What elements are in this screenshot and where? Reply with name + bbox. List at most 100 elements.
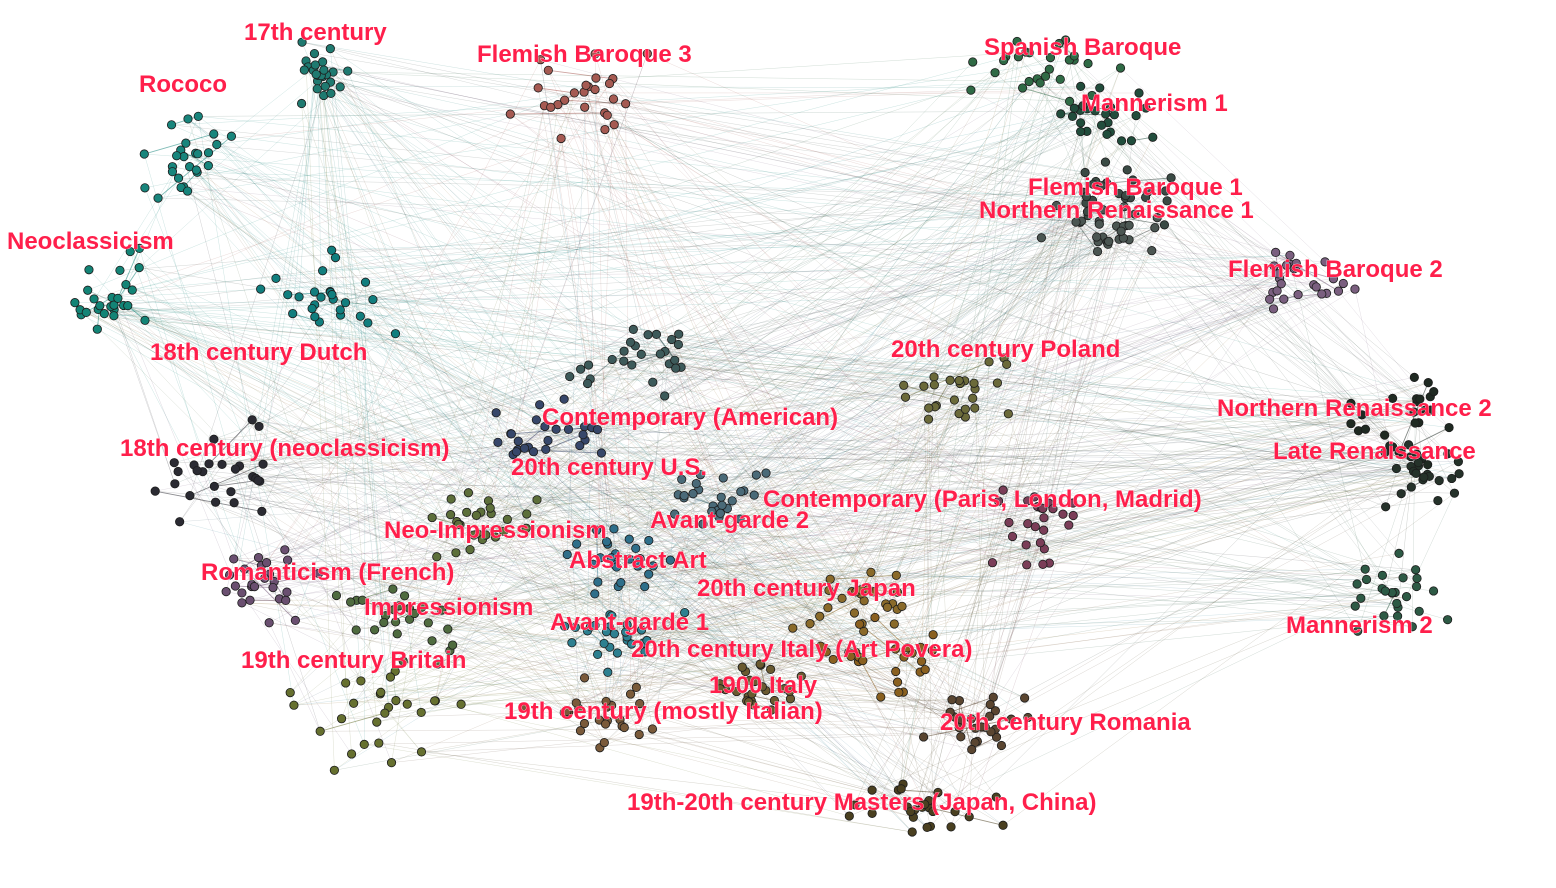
- graph-node: [1391, 463, 1402, 474]
- graph-node: [1104, 236, 1114, 247]
- graph-edge: [749, 225, 1127, 681]
- graph-node: [828, 654, 838, 665]
- graph-node: [592, 525, 602, 535]
- graph-node: [588, 559, 598, 569]
- graph-edge: [123, 305, 569, 713]
- graph-node: [1291, 258, 1301, 268]
- graph-edge: [441, 398, 1420, 611]
- graph-node: [329, 765, 339, 775]
- graph-edge: [568, 231, 1122, 713]
- graph-edge: [528, 446, 1385, 453]
- graph-edge: [1043, 517, 1399, 608]
- graph-edge: [921, 419, 929, 662]
- graph-edge: [139, 93, 332, 268]
- graph-edge: [374, 369, 581, 631]
- graph-edge: [458, 524, 761, 666]
- graph-edge: [431, 190, 1166, 642]
- graph-node: [253, 552, 264, 563]
- graph-node: [1394, 548, 1404, 559]
- graph-edge: [860, 382, 1429, 595]
- graph-edge: [605, 397, 906, 702]
- graph-node: [183, 114, 193, 124]
- graph-node: [1360, 564, 1370, 574]
- graph-node: [294, 292, 304, 302]
- graph-edge: [900, 647, 908, 789]
- graph-edge: [850, 140, 1122, 657]
- graph-node: [379, 617, 389, 628]
- graph-edge: [226, 591, 1002, 746]
- graph-edge: [671, 339, 1412, 488]
- graph-edge: [609, 565, 639, 615]
- graph-node: [173, 466, 183, 477]
- graph-edge: [974, 388, 986, 728]
- graph-edge: [524, 448, 992, 733]
- graph-node: [315, 726, 325, 736]
- cluster-label-17th-century: 17th century: [244, 19, 387, 46]
- graph-edge: [524, 553, 1400, 708]
- graph-node: [670, 355, 680, 365]
- cluster-label-neoclassicism: Neoclassicism: [7, 228, 174, 255]
- graph-edge: [264, 578, 565, 713]
- graph-edge: [331, 220, 1100, 251]
- graph-edge: [990, 225, 1117, 705]
- graph-edge: [533, 384, 935, 452]
- graph-node: [193, 111, 203, 121]
- graph-edge: [88, 269, 410, 609]
- graph-edge: [607, 115, 1361, 599]
- graph-node: [998, 820, 1008, 830]
- graph-edge: [74, 302, 898, 683]
- graph-node: [254, 421, 264, 432]
- graph-edge: [407, 398, 973, 705]
- graph-node: [513, 436, 523, 446]
- graph-node: [1152, 213, 1162, 223]
- graph-node: [923, 414, 934, 424]
- graph-node: [907, 827, 917, 837]
- graph-node: [1124, 220, 1134, 230]
- graph-edge: [198, 110, 1096, 117]
- graph-edge: [321, 75, 1135, 215]
- graph-edge: [185, 142, 1100, 225]
- graph-node: [844, 811, 854, 821]
- graph-node: [715, 508, 725, 518]
- graph-node: [170, 479, 180, 489]
- graph-edge: [341, 489, 1004, 719]
- graph-node: [335, 82, 345, 92]
- graph-edge: [196, 172, 492, 514]
- graph-node: [591, 73, 601, 83]
- graph-edge: [295, 72, 996, 621]
- graph-node: [453, 519, 463, 530]
- graph-edge: [680, 367, 997, 798]
- graph-node: [946, 822, 956, 832]
- graph-edge: [213, 122, 1081, 440]
- graph-edge: [652, 242, 1108, 383]
- graph-edge: [114, 83, 610, 310]
- graph-edge: [749, 647, 908, 681]
- graph-edge: [132, 51, 1027, 291]
- graph-edge: [295, 333, 396, 621]
- graph-edge: [635, 345, 1412, 467]
- graph-edge: [727, 298, 1284, 509]
- graph-edge: [80, 309, 1417, 455]
- graph-edge: [972, 398, 1362, 416]
- graph-edge: [567, 489, 1004, 555]
- graph-edge: [244, 76, 1046, 570]
- graph-node: [181, 138, 191, 148]
- graph-edge: [626, 411, 1415, 638]
- graph-node: [1004, 517, 1014, 528]
- graph-node: [355, 311, 365, 321]
- graph-edge: [356, 600, 640, 704]
- graph-node: [627, 360, 637, 370]
- graph-edge: [230, 491, 904, 693]
- graph-node: [127, 285, 137, 295]
- graph-edge: [524, 448, 921, 673]
- graph-edge: [992, 452, 1400, 563]
- graph-node: [1090, 106, 1100, 116]
- graph-node: [1036, 233, 1047, 243]
- graph-node: [319, 65, 329, 75]
- graph-node: [471, 510, 481, 520]
- graph-node: [736, 487, 746, 497]
- graph-node: [970, 403, 980, 413]
- graph-edge: [144, 187, 365, 745]
- graph-node: [560, 95, 570, 105]
- graph-edge: [298, 65, 316, 297]
